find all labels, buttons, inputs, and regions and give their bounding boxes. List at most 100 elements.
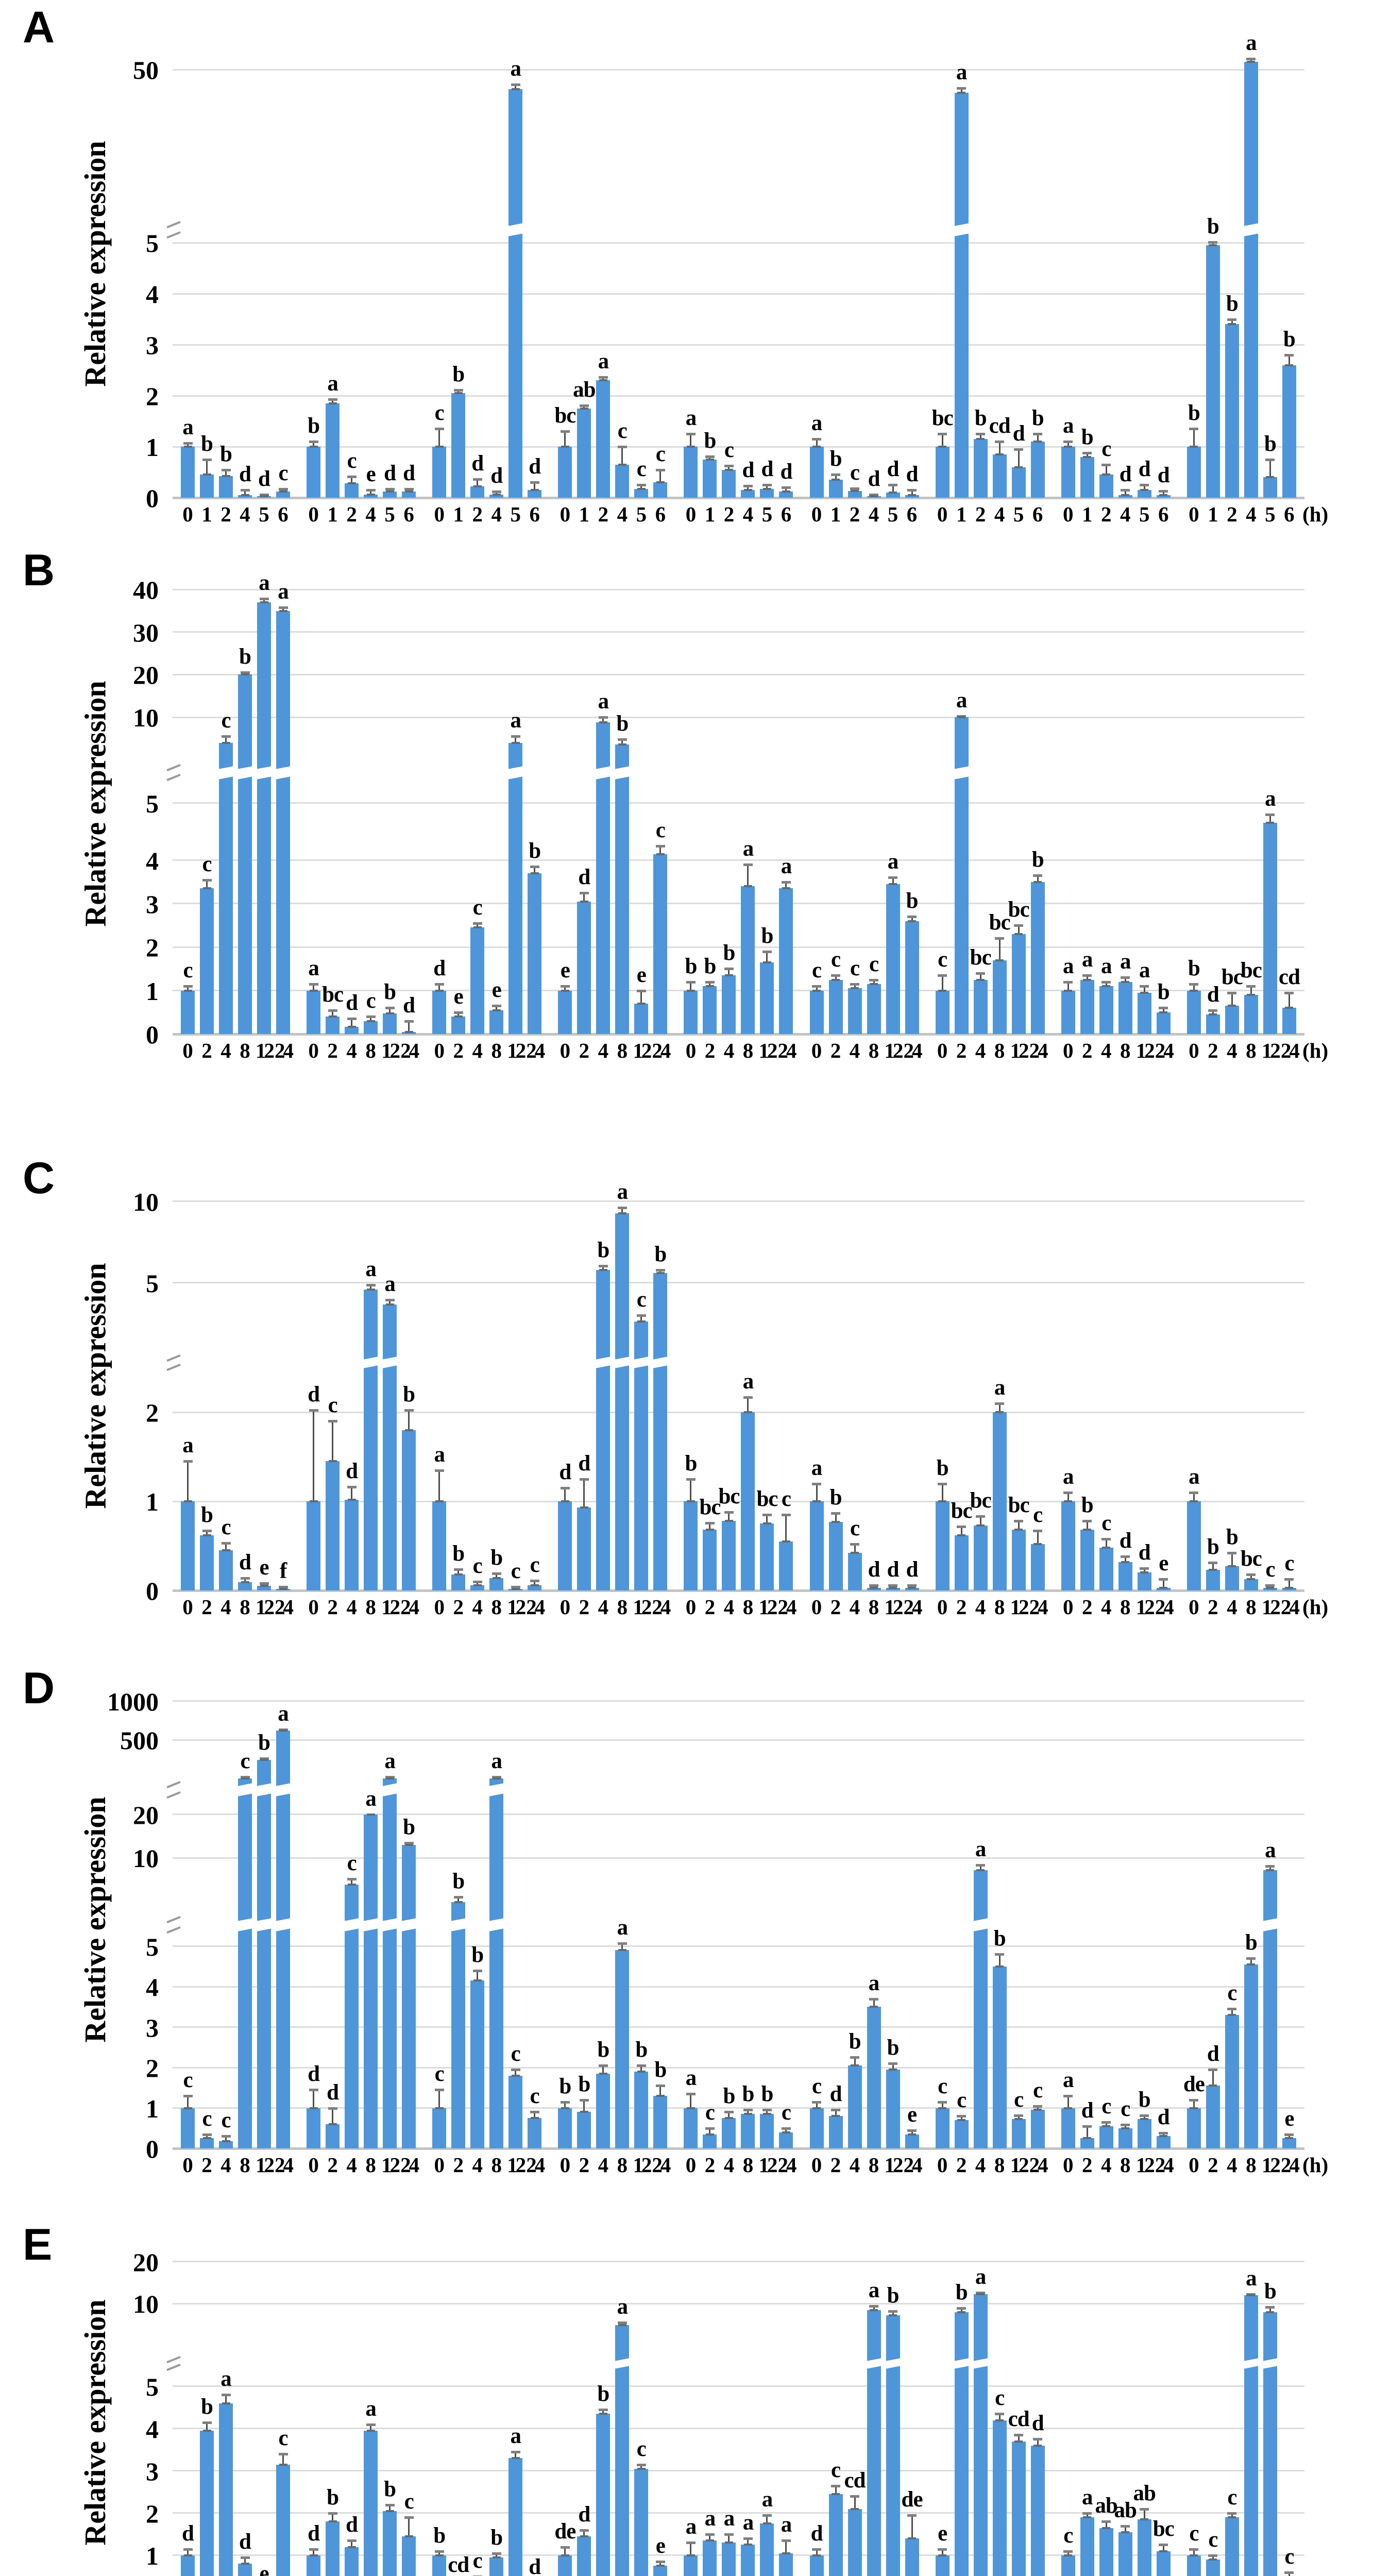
error-cap bbox=[888, 876, 898, 879]
error-cap bbox=[724, 2533, 734, 2536]
bar-MdPRP2-12h bbox=[383, 1304, 397, 1590]
error-cap bbox=[1208, 1562, 1218, 1565]
x-tick-label: 4 bbox=[1101, 1595, 1112, 1619]
error-cap bbox=[1121, 489, 1130, 492]
error-bar bbox=[244, 2557, 246, 2564]
bar-top-cap bbox=[473, 485, 482, 488]
x-tick-label: 0 bbox=[1189, 2153, 1199, 2177]
sig-letter: d bbox=[1119, 1529, 1132, 1553]
error-cap bbox=[259, 1582, 269, 1585]
bar-MdPRP9-2h bbox=[1206, 1014, 1220, 1034]
error-cap bbox=[976, 433, 986, 436]
bar-top-cap bbox=[1228, 2516, 1236, 2519]
error-bar bbox=[1086, 452, 1088, 457]
x-tick-label: 24 bbox=[1029, 1039, 1048, 1062]
error-bar bbox=[225, 736, 227, 743]
error-cap bbox=[888, 484, 898, 487]
error-bar bbox=[1212, 1010, 1214, 1015]
error-bar bbox=[602, 2065, 604, 2074]
bar-top-cap bbox=[1190, 2554, 1198, 2556]
error-cap bbox=[404, 2516, 414, 2519]
bar-top-cap bbox=[656, 2565, 665, 2567]
error-bar bbox=[979, 434, 981, 439]
error-bar bbox=[640, 990, 642, 1004]
bar-MdPRP1-8h bbox=[238, 674, 252, 1034]
x-tick-label: 0 bbox=[182, 1039, 193, 1062]
sig-letter: c bbox=[183, 958, 193, 983]
bar-top-cap bbox=[279, 1587, 287, 1590]
error-cap bbox=[1265, 458, 1275, 461]
sig-letter: a bbox=[723, 2506, 735, 2531]
error-bar bbox=[621, 447, 623, 465]
bar-top-cap bbox=[1247, 61, 1256, 63]
sig-letter: c bbox=[1265, 1557, 1275, 1582]
sig-letter: a bbox=[1063, 954, 1074, 978]
sig-letter: e bbox=[259, 2561, 269, 2576]
sig-letter: a bbox=[510, 2424, 521, 2449]
bar-top-cap bbox=[473, 926, 482, 929]
gridline-y2 bbox=[173, 2512, 1304, 2514]
bar-MdPRP9-8h bbox=[1244, 2295, 1258, 2576]
error-bar bbox=[979, 1516, 981, 1526]
sig-letter: d bbox=[868, 467, 880, 492]
x-tick-label: 8 bbox=[868, 1595, 879, 1619]
gridline-y3 bbox=[173, 903, 1304, 905]
sig-letter: b bbox=[887, 2283, 900, 2308]
error-cap bbox=[686, 2093, 696, 2096]
sig-letter: de bbox=[1183, 2072, 1205, 2096]
error-cap bbox=[812, 438, 822, 441]
x-tick-label: 2 bbox=[723, 502, 735, 526]
gridline-y4 bbox=[173, 1986, 1304, 1988]
bar-top-cap bbox=[183, 2554, 192, 2556]
error-cap bbox=[1140, 985, 1149, 988]
bar-MdPRP9-4h bbox=[1225, 1566, 1239, 1590]
error-bar bbox=[640, 1315, 642, 1322]
bar-MdPRP5-2h bbox=[703, 1530, 717, 1590]
x-tick-label: 2 bbox=[201, 2153, 212, 2177]
x-tick-label: 6 bbox=[655, 502, 666, 526]
bar-top-cap bbox=[530, 489, 539, 492]
x-tick-label: 5 bbox=[384, 502, 395, 526]
error-bar bbox=[998, 1954, 1001, 1967]
sig-letter: d bbox=[327, 2080, 339, 2105]
x-tick-label: 5 bbox=[1013, 502, 1024, 526]
x-tick-label: 1 bbox=[1208, 502, 1218, 526]
bar-top-cap bbox=[1209, 2558, 1217, 2561]
bar-top-cap bbox=[762, 961, 771, 963]
bar-top-cap bbox=[492, 1777, 501, 1780]
bar-top-cap bbox=[222, 742, 230, 744]
bar-top-cap bbox=[656, 481, 665, 484]
bar-top-cap bbox=[561, 446, 569, 448]
sig-letter: d bbox=[742, 458, 754, 483]
error-cap bbox=[491, 1572, 501, 1575]
error-bar bbox=[515, 2069, 517, 2076]
x-tick-label: 8 bbox=[994, 1039, 1005, 1062]
error-bar bbox=[564, 431, 566, 447]
error-bar bbox=[766, 485, 768, 489]
error-cap bbox=[1246, 985, 1256, 988]
bar-top-cap bbox=[832, 1520, 840, 1523]
bar-top-cap bbox=[1033, 440, 1042, 443]
bar-top-cap bbox=[1121, 494, 1130, 497]
bar-MdPRP7-8h bbox=[992, 960, 1007, 1034]
bar-top-cap bbox=[385, 1303, 394, 1306]
error-cap bbox=[434, 2089, 444, 2092]
bar-top-cap bbox=[1228, 1005, 1236, 1007]
bar-top-cap bbox=[222, 2402, 230, 2404]
error-cap bbox=[831, 473, 841, 477]
bar-MdPRP7-2h bbox=[954, 2312, 969, 2576]
sig-letter: d bbox=[308, 2521, 320, 2546]
error-cap bbox=[995, 440, 1005, 444]
bar-top-cap bbox=[1140, 2518, 1149, 2521]
error-cap bbox=[491, 490, 501, 494]
gridline-y3 bbox=[173, 344, 1304, 346]
error-cap bbox=[347, 1018, 357, 1021]
bar-top-cap bbox=[938, 989, 947, 992]
error-cap bbox=[221, 1542, 231, 1545]
x-tick-label: 2 bbox=[1208, 1595, 1218, 1619]
bar-MdPRP5-24h bbox=[779, 2553, 793, 2576]
bar-MdPRP1-6h bbox=[276, 492, 290, 498]
gridline-y10 bbox=[173, 2302, 1304, 2304]
error-bar bbox=[496, 1006, 498, 1010]
bar-MdPRP5-0h bbox=[684, 447, 698, 498]
